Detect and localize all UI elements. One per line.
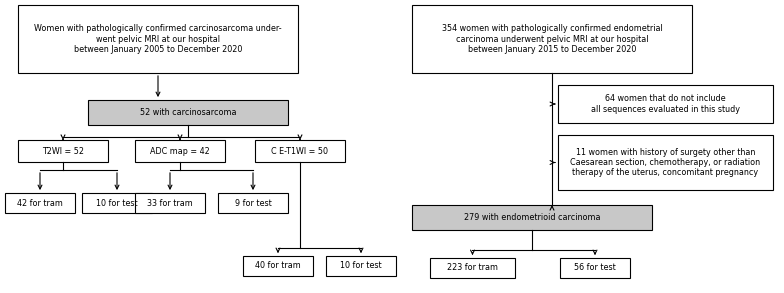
Text: 56 for test: 56 for test (574, 263, 616, 272)
Text: 64 women that do not include
all sequences evaluated in this study: 64 women that do not include all sequenc… (591, 94, 740, 114)
FancyBboxPatch shape (88, 100, 288, 125)
FancyBboxPatch shape (135, 140, 225, 162)
Text: 42 for tram: 42 for tram (17, 198, 63, 207)
FancyBboxPatch shape (412, 5, 692, 73)
FancyBboxPatch shape (135, 193, 205, 213)
FancyBboxPatch shape (558, 135, 773, 190)
Text: 354 women with pathologically confirmed endometrial
carcinoma underwent pelvic M: 354 women with pathologically confirmed … (441, 24, 662, 54)
Text: 10 for test: 10 for test (96, 198, 138, 207)
Text: 40 for tram: 40 for tram (255, 261, 301, 270)
Text: C E-T1WI = 50: C E-T1WI = 50 (271, 146, 328, 156)
FancyBboxPatch shape (558, 85, 773, 123)
FancyBboxPatch shape (5, 193, 75, 213)
Text: T2WI = 52: T2WI = 52 (42, 146, 84, 156)
Text: 11 women with history of surgety other than
Caesarean section, chemotherapy, or : 11 women with history of surgety other t… (571, 148, 760, 177)
FancyBboxPatch shape (560, 258, 630, 278)
FancyBboxPatch shape (255, 140, 345, 162)
Text: 52 with carcinosarcoma: 52 with carcinosarcoma (140, 108, 236, 117)
FancyBboxPatch shape (18, 5, 298, 73)
FancyBboxPatch shape (18, 140, 108, 162)
Text: ADC map = 42: ADC map = 42 (150, 146, 210, 156)
Text: 223 for tram: 223 for tram (447, 263, 498, 272)
Text: 279 with endometrioid carcinoma: 279 with endometrioid carcinoma (464, 213, 601, 222)
Text: Women with pathologically confirmed carcinosarcoma under-
went pelvic MRI at our: Women with pathologically confirmed carc… (34, 24, 281, 54)
FancyBboxPatch shape (412, 205, 652, 230)
FancyBboxPatch shape (326, 256, 396, 276)
FancyBboxPatch shape (430, 258, 515, 278)
Text: 9 for test: 9 for test (234, 198, 271, 207)
FancyBboxPatch shape (243, 256, 313, 276)
Text: 33 for tram: 33 for tram (147, 198, 193, 207)
Text: 10 for test: 10 for test (340, 261, 382, 270)
FancyBboxPatch shape (218, 193, 288, 213)
FancyBboxPatch shape (82, 193, 152, 213)
